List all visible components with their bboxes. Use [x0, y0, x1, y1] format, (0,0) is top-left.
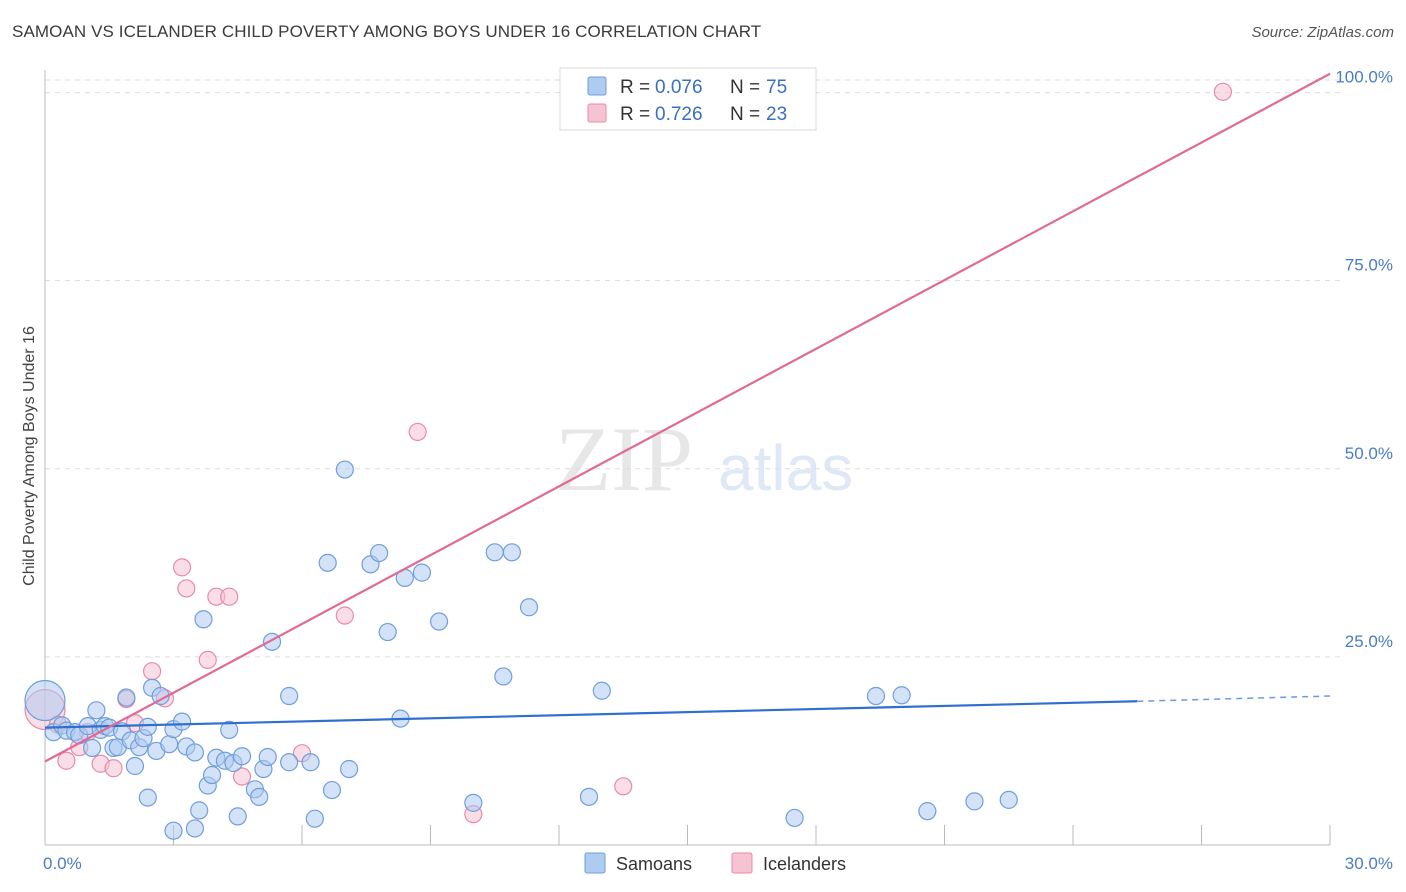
samoan-point [125, 756, 145, 776]
samoan-point [429, 612, 449, 631]
icelander-point [177, 579, 196, 598]
samoan-point [785, 808, 804, 828]
chart-title: SAMOAN VS ICELANDER CHILD POVERTY AMONG … [12, 22, 762, 41]
watermark-zip: ZIP [555, 408, 693, 510]
samoan-point [592, 681, 611, 700]
legend-n-label: N = [730, 104, 760, 125]
y-tick-label: 50.0% [1345, 444, 1393, 463]
x-tick-label: 0.0% [43, 854, 82, 873]
x-tick-label: 30.0% [1345, 854, 1393, 873]
samoan-point [172, 712, 192, 731]
source-note: Source: ZipAtlas.com [1251, 24, 1394, 41]
samoan-point [412, 563, 432, 582]
icelander-point [1213, 82, 1233, 101]
samoan-point [258, 747, 277, 767]
samoan-point [220, 720, 239, 739]
y-tick-label: 100.0% [1335, 68, 1393, 87]
samoan-point [485, 543, 504, 562]
samoan-point [228, 807, 247, 826]
legend-n-value-samoans: 75 [766, 77, 787, 98]
grid-lines [45, 79, 1340, 658]
samoan-point [185, 743, 205, 762]
samoan-point [318, 553, 337, 572]
samoan-point [494, 667, 513, 686]
legend-r-value-samoans: 0.076 [655, 77, 703, 98]
icelander-point [220, 587, 239, 606]
samoan-point [464, 793, 483, 812]
y-tick-label: 25.0% [1345, 632, 1393, 651]
samoan-point [918, 802, 937, 821]
samoan-point [340, 759, 359, 779]
icelander-point [142, 662, 162, 681]
trend-lines [44, 72, 1331, 763]
bottom-legend-label-samoans: Samoans [616, 854, 692, 874]
samoan-point [579, 787, 599, 806]
samoan-point [232, 747, 252, 766]
samoan-point [138, 788, 157, 807]
icelander-point [57, 751, 76, 770]
samoan-point [160, 735, 179, 754]
legend-n-value-icelanders: 23 [766, 104, 787, 125]
samoan-point [519, 598, 539, 617]
samoan-point [335, 460, 354, 479]
samoan-point [250, 787, 269, 806]
legend-swatch-icelanders [587, 103, 607, 123]
icelander-point [335, 606, 354, 625]
samoan-point [87, 701, 106, 720]
bottom-legend-swatch-samoans [584, 852, 606, 874]
samoan-point [164, 821, 183, 840]
legend-n-label: N = [730, 77, 760, 98]
icelander-trend-line [44, 72, 1331, 763]
legend-r-value-icelanders: 0.726 [655, 104, 703, 125]
icelander-point [232, 767, 252, 786]
icelander-point [408, 422, 427, 442]
bottom-legend-label-icelanders: Icelanders [763, 854, 846, 874]
samoan-point [301, 753, 320, 772]
samoan-point [138, 717, 157, 736]
legend: R = 0.076 N = 75 R = 0.726 N = 23 [559, 67, 817, 131]
samoan-point [190, 801, 209, 820]
icelander-point [614, 777, 633, 796]
samoan-point [378, 622, 397, 642]
samoan-point [185, 819, 205, 838]
legend-r-label: R = [620, 77, 650, 98]
samoan-trend-extension [1137, 695, 1331, 703]
icelander-point [172, 558, 192, 577]
icelander-point [198, 650, 217, 670]
watermark-atlas: atlas [718, 432, 853, 504]
samoan-point [24, 679, 66, 722]
samoan-trend-line [44, 700, 1138, 729]
samoan-point [322, 780, 342, 800]
samoan-point [117, 688, 136, 707]
samoan-point [194, 610, 213, 629]
samoan-point [866, 686, 886, 706]
y-tick-label: 75.0% [1345, 256, 1393, 275]
samoan-point [83, 738, 102, 758]
bottom-legend: Samoans Icelanders [584, 852, 846, 874]
y-axis-title: Child Poverty Among Boys Under 16 [21, 326, 38, 586]
samoan-point [202, 765, 222, 785]
samoan-point [280, 686, 299, 706]
samoan-point [305, 809, 324, 828]
legend-r-label: R = [620, 104, 650, 125]
bottom-legend-swatch-icelanders [731, 852, 753, 874]
samoan-point [370, 543, 389, 563]
samoan-point [280, 753, 299, 772]
samoan-point [502, 543, 521, 562]
samoan-point [965, 792, 984, 811]
icelander-point [104, 759, 123, 778]
samoan-point [999, 790, 1018, 809]
legend-swatch-samoans [587, 76, 607, 96]
samoan-point [892, 686, 911, 705]
axes: 25.0% 50.0% 75.0% 100.0% 0.0% 30.0% [43, 68, 1393, 873]
